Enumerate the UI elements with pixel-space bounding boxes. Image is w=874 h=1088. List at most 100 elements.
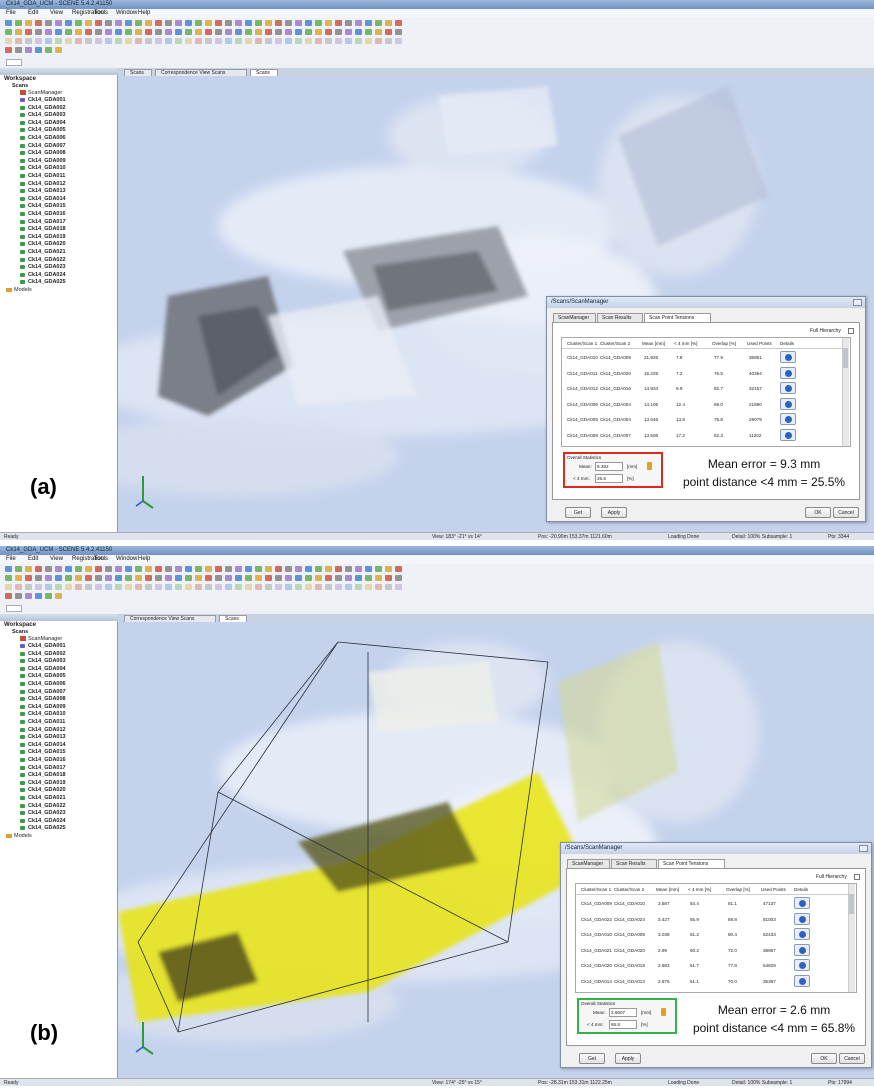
toolbar-icon[interactable] [5,47,12,53]
toolbar-icon[interactable] [25,38,32,44]
toolbar-icon[interactable] [95,20,102,26]
toolbar-icon[interactable] [15,566,22,572]
toolbar-icon[interactable] [85,575,92,581]
toolbar-icon[interactable] [265,20,272,26]
toolbar-icon[interactable] [175,584,182,590]
toolbar-icon[interactable] [375,584,382,590]
toolbar-icon[interactable] [55,593,62,599]
toolbar-icon[interactable] [225,566,232,572]
toolbar-icon[interactable] [105,566,112,572]
toolbar-icon[interactable] [315,29,322,35]
toolbar-icon[interactable] [125,20,132,26]
tree-node[interactable]: Ck14_GDA025 [28,825,66,831]
tree-node[interactable]: Ck14_GDA021 [28,249,66,255]
toolbar-icon[interactable] [55,575,62,581]
tab[interactable]: Scans [250,69,278,76]
toolbar-icon[interactable] [135,20,142,26]
tree-node[interactable]: Ck14_GDA003 [28,112,66,118]
details-button[interactable] [780,429,796,441]
toolbar-icon[interactable] [285,584,292,590]
toolbar-icon[interactable] [215,584,222,590]
menu-item[interactable]: Window [116,556,137,562]
tree-node[interactable]: Ck14_GDA012 [28,727,66,733]
tree-node[interactable]: Ck14_GDA007 [28,143,66,149]
toolbar-icon[interactable] [45,20,52,26]
toolbar-icon[interactable] [205,566,212,572]
tree-node[interactable]: Ck14_GDA020 [28,787,66,793]
tree-node[interactable]: Ck14_GDA024 [28,272,66,278]
toolbar-icon[interactable] [155,584,162,590]
toolbar-icon[interactable] [35,47,42,53]
dialog-tab[interactable]: ScanManager [567,859,610,868]
toolbar-icon[interactable] [65,20,72,26]
toolbar-icon[interactable] [265,29,272,35]
toolbar-icon[interactable] [35,566,42,572]
toolbar-icon[interactable] [345,584,352,590]
tree-node[interactable]: Ck14_GDA004 [28,666,66,672]
details-button[interactable] [780,382,796,394]
toolbar-icon[interactable] [5,575,12,581]
toolbar-icon[interactable] [285,575,292,581]
toolbar-icon[interactable] [155,566,162,572]
toolbar-icon[interactable] [235,566,242,572]
toolbar-icon[interactable] [135,29,142,35]
dialog-tab[interactable]: Scan Results [597,313,643,322]
tree-node[interactable]: ScanManager [28,636,62,642]
tree-node[interactable]: Ck14_GDA017 [28,219,66,225]
toolbar-icon[interactable] [95,29,102,35]
toolbar-icon[interactable] [175,29,182,35]
toolbar-icon[interactable] [215,20,222,26]
tree-node[interactable]: Ck14_GDA007 [28,689,66,695]
toolbar-icon[interactable] [5,566,12,572]
toolbar-icon[interactable] [375,20,382,26]
toolbar-icon[interactable] [235,38,242,44]
toolbar-icon[interactable] [165,38,172,44]
checkbox[interactable] [848,328,854,334]
toolbar-icon[interactable] [85,566,92,572]
toolbar-icon[interactable] [5,584,12,590]
toolbar-icon[interactable] [85,29,92,35]
toolbar-icon[interactable] [225,38,232,44]
toolbar-icon[interactable] [345,20,352,26]
toolbar-icon[interactable] [85,38,92,44]
toolbar-icon[interactable] [75,38,82,44]
toolbar-icon[interactable] [125,584,132,590]
tree-node[interactable]: Ck14_GDA015 [28,203,66,209]
toolbar-icon[interactable] [145,38,152,44]
tree-node[interactable]: Ck14_GDA002 [28,651,66,657]
tree-node[interactable]: Ck14_GDA016 [28,757,66,763]
toolbar-icon[interactable] [225,20,232,26]
menu-item[interactable]: Edit [28,556,38,562]
toolbar-icon[interactable] [15,593,22,599]
toolbar-icon[interactable] [55,566,62,572]
details-button[interactable] [794,913,810,925]
toolbar-icon[interactable] [55,38,62,44]
toolbar-icon[interactable] [365,29,372,35]
tree-node[interactable]: Scans [12,83,28,89]
toolbar-icon[interactable] [15,47,22,53]
toolbar-icon[interactable] [295,29,302,35]
details-button[interactable] [794,975,810,987]
toolbar-icon[interactable] [305,20,312,26]
scroll-thumb[interactable] [849,894,854,914]
toolbar-icon[interactable] [115,575,122,581]
toolbar-icon[interactable] [95,584,102,590]
toolbar-icon[interactable] [45,47,52,53]
toolbar-icon[interactable] [205,584,212,590]
toolbar-icon[interactable] [195,566,202,572]
toolbar-icon[interactable] [355,566,362,572]
toolbar-icon[interactable] [245,566,252,572]
toolbar-icon[interactable] [125,566,132,572]
toolbar-icon[interactable] [135,575,142,581]
button[interactable]: Cancel [839,1053,865,1064]
toolbar-icon[interactable] [335,566,342,572]
toolbar-icon[interactable] [175,575,182,581]
toolbar-icon[interactable] [185,575,192,581]
tab[interactable]: Correspondence View Scans [124,615,216,622]
toolbar-icon[interactable] [55,584,62,590]
tree-node[interactable]: Ck14_GDA019 [28,780,66,786]
toolbar-icon[interactable] [65,38,72,44]
toolbar-icon[interactable] [55,20,62,26]
toolbar-icon[interactable] [25,20,32,26]
toolbar-icon[interactable] [95,575,102,581]
